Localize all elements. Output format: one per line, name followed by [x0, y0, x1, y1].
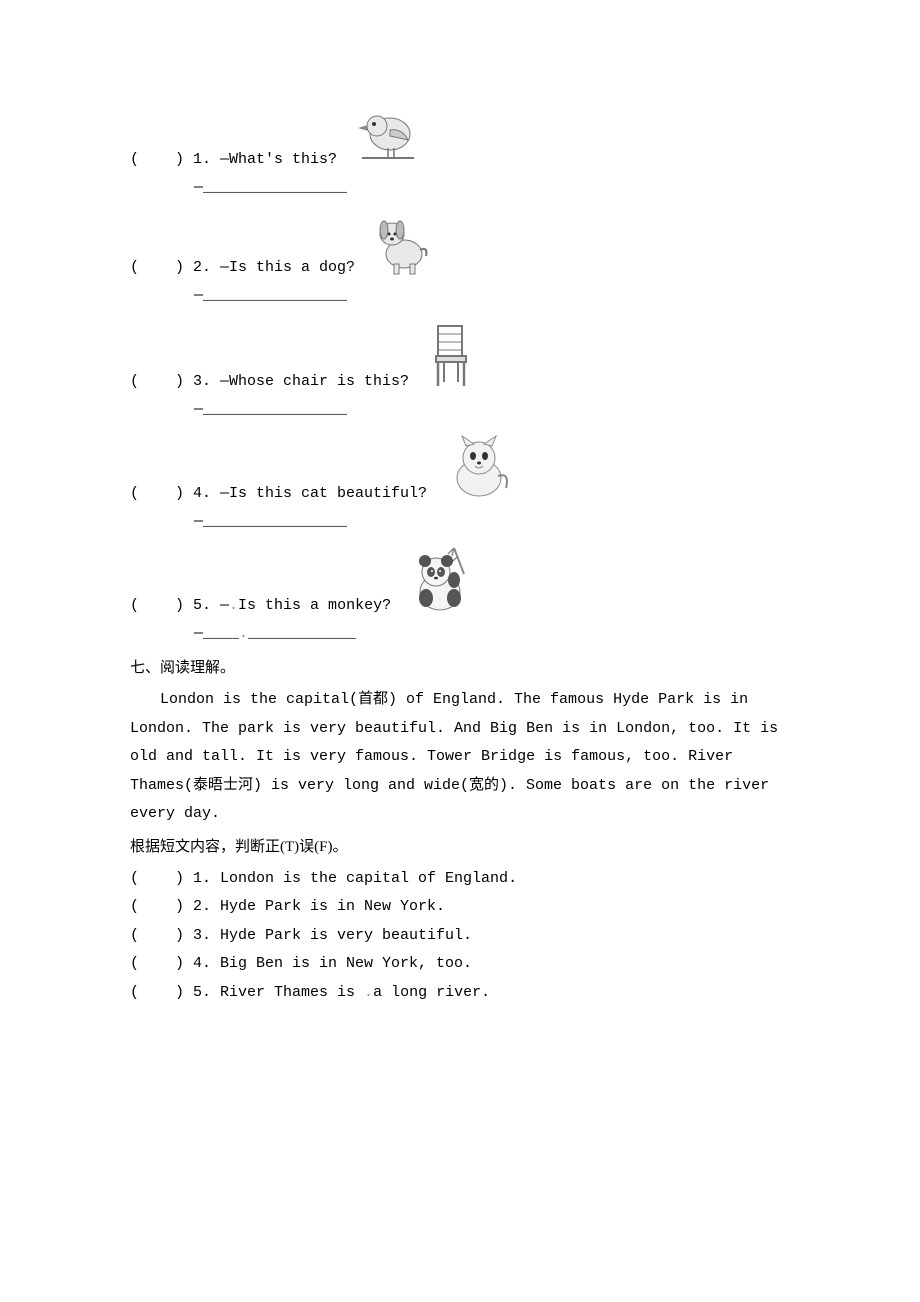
panda-icon	[406, 544, 478, 618]
tf-1-blank[interactable]: ( ) 1.	[130, 870, 220, 887]
tf-instruction: 根据短文内容，判断正(T)误(F)。	[130, 835, 800, 859]
question-3-prompt: Whose chair is this?	[229, 370, 418, 394]
question-4-answer-blank[interactable]: —________________	[130, 510, 800, 534]
question-5-answer-blank[interactable]: —____.____________	[130, 622, 800, 646]
question-1-prompt: What's this?	[229, 148, 346, 172]
question-3-prefix[interactable]: ( ) 3. —	[130, 370, 229, 394]
question-5-prompt: Is this a monkey?	[238, 594, 400, 618]
question-4-prompt: Is this cat beautiful?	[229, 482, 436, 506]
question-3-answer-blank[interactable]: —________________	[130, 398, 800, 422]
tf-2-blank[interactable]: ( ) 2.	[130, 898, 220, 915]
tf-5-blank[interactable]: ( ) 5.	[130, 984, 220, 1001]
question-2-prompt: Is this a dog?	[229, 256, 364, 280]
cat-icon	[442, 432, 516, 506]
question-5-prefix[interactable]: ( ) 5. —	[130, 594, 229, 618]
decorative-dot-icon: .	[229, 594, 238, 618]
question-4-row: ( ) 4. —Is this cat beautiful?	[130, 432, 800, 506]
tf-4-blank[interactable]: ( ) 4.	[130, 955, 220, 972]
tf-3-text: Hyde Park is very beautiful.	[220, 927, 472, 944]
question-1-row: ( ) 1. —What's this?	[130, 100, 800, 172]
decorative-dot-icon: .	[239, 625, 248, 642]
tf-item-4: ( ) 4. Big Ben is in New York, too.	[130, 950, 800, 979]
bird-icon	[352, 100, 424, 172]
dog-icon	[370, 210, 434, 280]
question-4-prefix[interactable]: ( ) 4. —	[130, 482, 229, 506]
question-1-answer-blank[interactable]: —________________	[130, 176, 800, 200]
page: ( ) 1. —What's this? —________________ (…	[0, 0, 920, 1302]
question-1-prefix[interactable]: ( ) 1. —	[130, 148, 229, 172]
tf-5-text-part1: River Thames is	[220, 984, 364, 1001]
tf-3-blank[interactable]: ( ) 3.	[130, 927, 220, 944]
reading-passage: London is the capital(首都) of England. Th…	[130, 686, 800, 829]
tf-5-text-part2: a long river.	[373, 984, 490, 1001]
tf-item-5: ( ) 5. River Thames is .a long river.	[130, 979, 800, 1008]
tf-item-1: ( ) 1. London is the capital of England.	[130, 865, 800, 894]
chair-icon	[424, 318, 480, 394]
section-7-title: 七、阅读理解。	[130, 656, 800, 680]
question-5-row: ( ) 5. —.Is this a monkey?	[130, 544, 800, 618]
tf-item-2: ( ) 2. Hyde Park is in New York.	[130, 893, 800, 922]
tf-2-text: Hyde Park is in New York.	[220, 898, 445, 915]
question-2-prefix[interactable]: ( ) 2. —	[130, 256, 229, 280]
tf-item-3: ( ) 3. Hyde Park is very beautiful.	[130, 922, 800, 951]
question-3-row: ( ) 3. —Whose chair is this?	[130, 318, 800, 394]
decorative-dot-icon: .	[364, 984, 373, 1001]
tf-1-text: London is the capital of England.	[220, 870, 517, 887]
question-2-answer-blank[interactable]: —________________	[130, 284, 800, 308]
tf-4-text: Big Ben is in New York, too.	[220, 955, 472, 972]
question-2-row: ( ) 2. —Is this a dog?	[130, 210, 800, 280]
